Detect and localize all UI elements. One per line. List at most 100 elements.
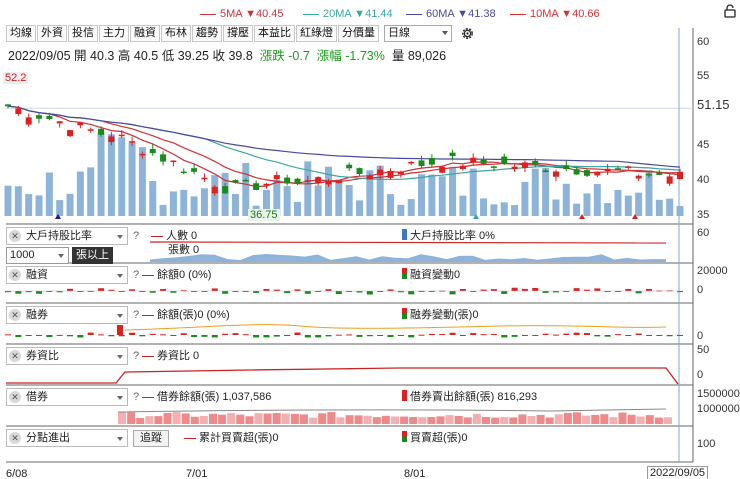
- chevron-down-icon: [117, 396, 123, 400]
- change-value: -0.7: [288, 49, 310, 63]
- margin-change-bar: [304, 291, 311, 294]
- tab-margin[interactable]: 融資: [130, 24, 160, 42]
- panel5-ytick-mid: 1000000: [697, 403, 740, 415]
- tab-trust[interactable]: 投信: [68, 24, 98, 42]
- lending-short-bar: [536, 414, 545, 424]
- short-change-bar: [501, 335, 508, 338]
- candle-down: [346, 164, 353, 169]
- margin-change-bar: [346, 291, 353, 292]
- margin-change-bar: [315, 291, 322, 292]
- margin-change-bar: [542, 291, 549, 293]
- candle-up: [87, 129, 94, 131]
- lending-short-bar: [263, 413, 272, 424]
- period-select[interactable]: 日線: [384, 24, 452, 42]
- help-icon[interactable]: ?: [133, 230, 140, 242]
- panel1-indicator-select[interactable]: ✕ 大戶持股比率: [6, 227, 128, 245]
- tab-support[interactable]: 撐壓: [223, 24, 253, 42]
- help-icon[interactable]: ?: [133, 309, 140, 321]
- low-label: 低: [161, 49, 175, 63]
- tab-foreign[interactable]: 外資: [37, 24, 67, 42]
- margin-change-bar: [294, 289, 301, 291]
- volume-bar: [542, 168, 550, 216]
- margin-change-bar: [356, 291, 363, 293]
- volume-bar: [4, 185, 12, 216]
- candle-up: [315, 177, 322, 184]
- margin-change-bar: [573, 288, 580, 291]
- close-icon[interactable]: ✕: [9, 350, 21, 362]
- unit-button[interactable]: 張以上: [72, 247, 113, 264]
- volume-bar: [583, 193, 591, 216]
- help-icon[interactable]: ?: [133, 350, 140, 362]
- tab-bollinger[interactable]: 布林: [161, 24, 191, 42]
- margin-change-bar: [480, 289, 487, 291]
- gear-icon[interactable]: [460, 26, 475, 41]
- unlock-icon[interactable]: [724, 4, 736, 18]
- tab-ma[interactable]: 均線: [6, 24, 36, 42]
- candle-down: [449, 152, 456, 156]
- panel2-change-text: 融資變動0: [402, 266, 460, 282]
- candle-up: [408, 161, 415, 164]
- close-icon[interactable]: ✕: [9, 269, 21, 281]
- short-change-bar: [459, 335, 466, 336]
- legend-bar-icon: [402, 308, 407, 319]
- volume-bar: [655, 199, 663, 216]
- candle-up: [439, 166, 446, 173]
- trace-button[interactable]: 追蹤: [133, 430, 169, 447]
- lending-short-bar: [163, 413, 172, 424]
- close-icon[interactable]: ✕: [9, 230, 21, 242]
- margin-change-bar: [15, 291, 22, 294]
- margin-change-bar: [36, 291, 43, 294]
- panel3-indicator-select[interactable]: ✕ 融券: [6, 306, 128, 324]
- close-icon[interactable]: ✕: [9, 432, 21, 444]
- panel6-indicator-select[interactable]: ✕ 分點進出: [6, 429, 128, 447]
- margin-change-bar: [594, 288, 601, 291]
- threshold-select[interactable]: 1000: [6, 247, 69, 264]
- candle-up: [521, 162, 528, 168]
- lending-short-bar: [309, 417, 318, 424]
- help-icon[interactable]: ?: [133, 391, 140, 403]
- short-change-bar: [573, 332, 580, 335]
- panel2-indicator-select[interactable]: ✕ 融資: [6, 266, 128, 284]
- panel4-indicator-select[interactable]: ✕ 券資比: [6, 347, 128, 365]
- margin-change-bar: [397, 291, 404, 293]
- close-icon[interactable]: ✕: [9, 309, 21, 321]
- margin-change-bar: [428, 291, 435, 292]
- lending-short-bar: [199, 415, 208, 424]
- tab-traffic-light[interactable]: 紅綠燈: [296, 24, 337, 42]
- short-balance-line: [124, 324, 667, 331]
- tab-main-force[interactable]: 主力: [99, 24, 129, 42]
- lending-short-bar: [236, 414, 245, 424]
- candle-down: [532, 160, 539, 165]
- short-change-bar: [335, 334, 342, 336]
- lending-short-bar: [400, 416, 409, 424]
- lending-short-bar: [582, 415, 591, 424]
- short-change-bar: [56, 334, 63, 336]
- volume-bar: [35, 195, 43, 216]
- short-change-bar: [315, 335, 322, 338]
- tab-pe[interactable]: 本益比: [254, 24, 295, 42]
- candle-down: [222, 186, 229, 194]
- short-change-bar: [552, 334, 559, 336]
- short-change-bar: [377, 335, 384, 336]
- candle-down: [583, 170, 590, 176]
- panel5-indicator-select[interactable]: ✕ 借券: [6, 388, 128, 406]
- x-label-jun: 6/08: [6, 468, 28, 479]
- short-change-bar: [408, 335, 415, 338]
- candle-up: [397, 171, 404, 175]
- volume-bar: [449, 166, 457, 216]
- candle-up: [666, 176, 673, 184]
- short-change-bar: [284, 335, 291, 337]
- tab-volume-profile[interactable]: 分價量: [338, 24, 379, 42]
- lending-short-bar: [618, 412, 627, 424]
- tab-trend[interactable]: 趨勢: [192, 24, 222, 42]
- price-tick-45: 45: [697, 139, 710, 151]
- close-icon[interactable]: ✕: [9, 391, 21, 403]
- lending-short-bar: [154, 416, 163, 424]
- short-change-bar: [470, 333, 477, 335]
- lending-short-bar: [327, 412, 336, 424]
- help-icon[interactable]: ?: [133, 269, 140, 281]
- short-change-bar: [656, 335, 663, 336]
- volume-bar: [231, 193, 239, 216]
- short-change-bar: [677, 335, 683, 336]
